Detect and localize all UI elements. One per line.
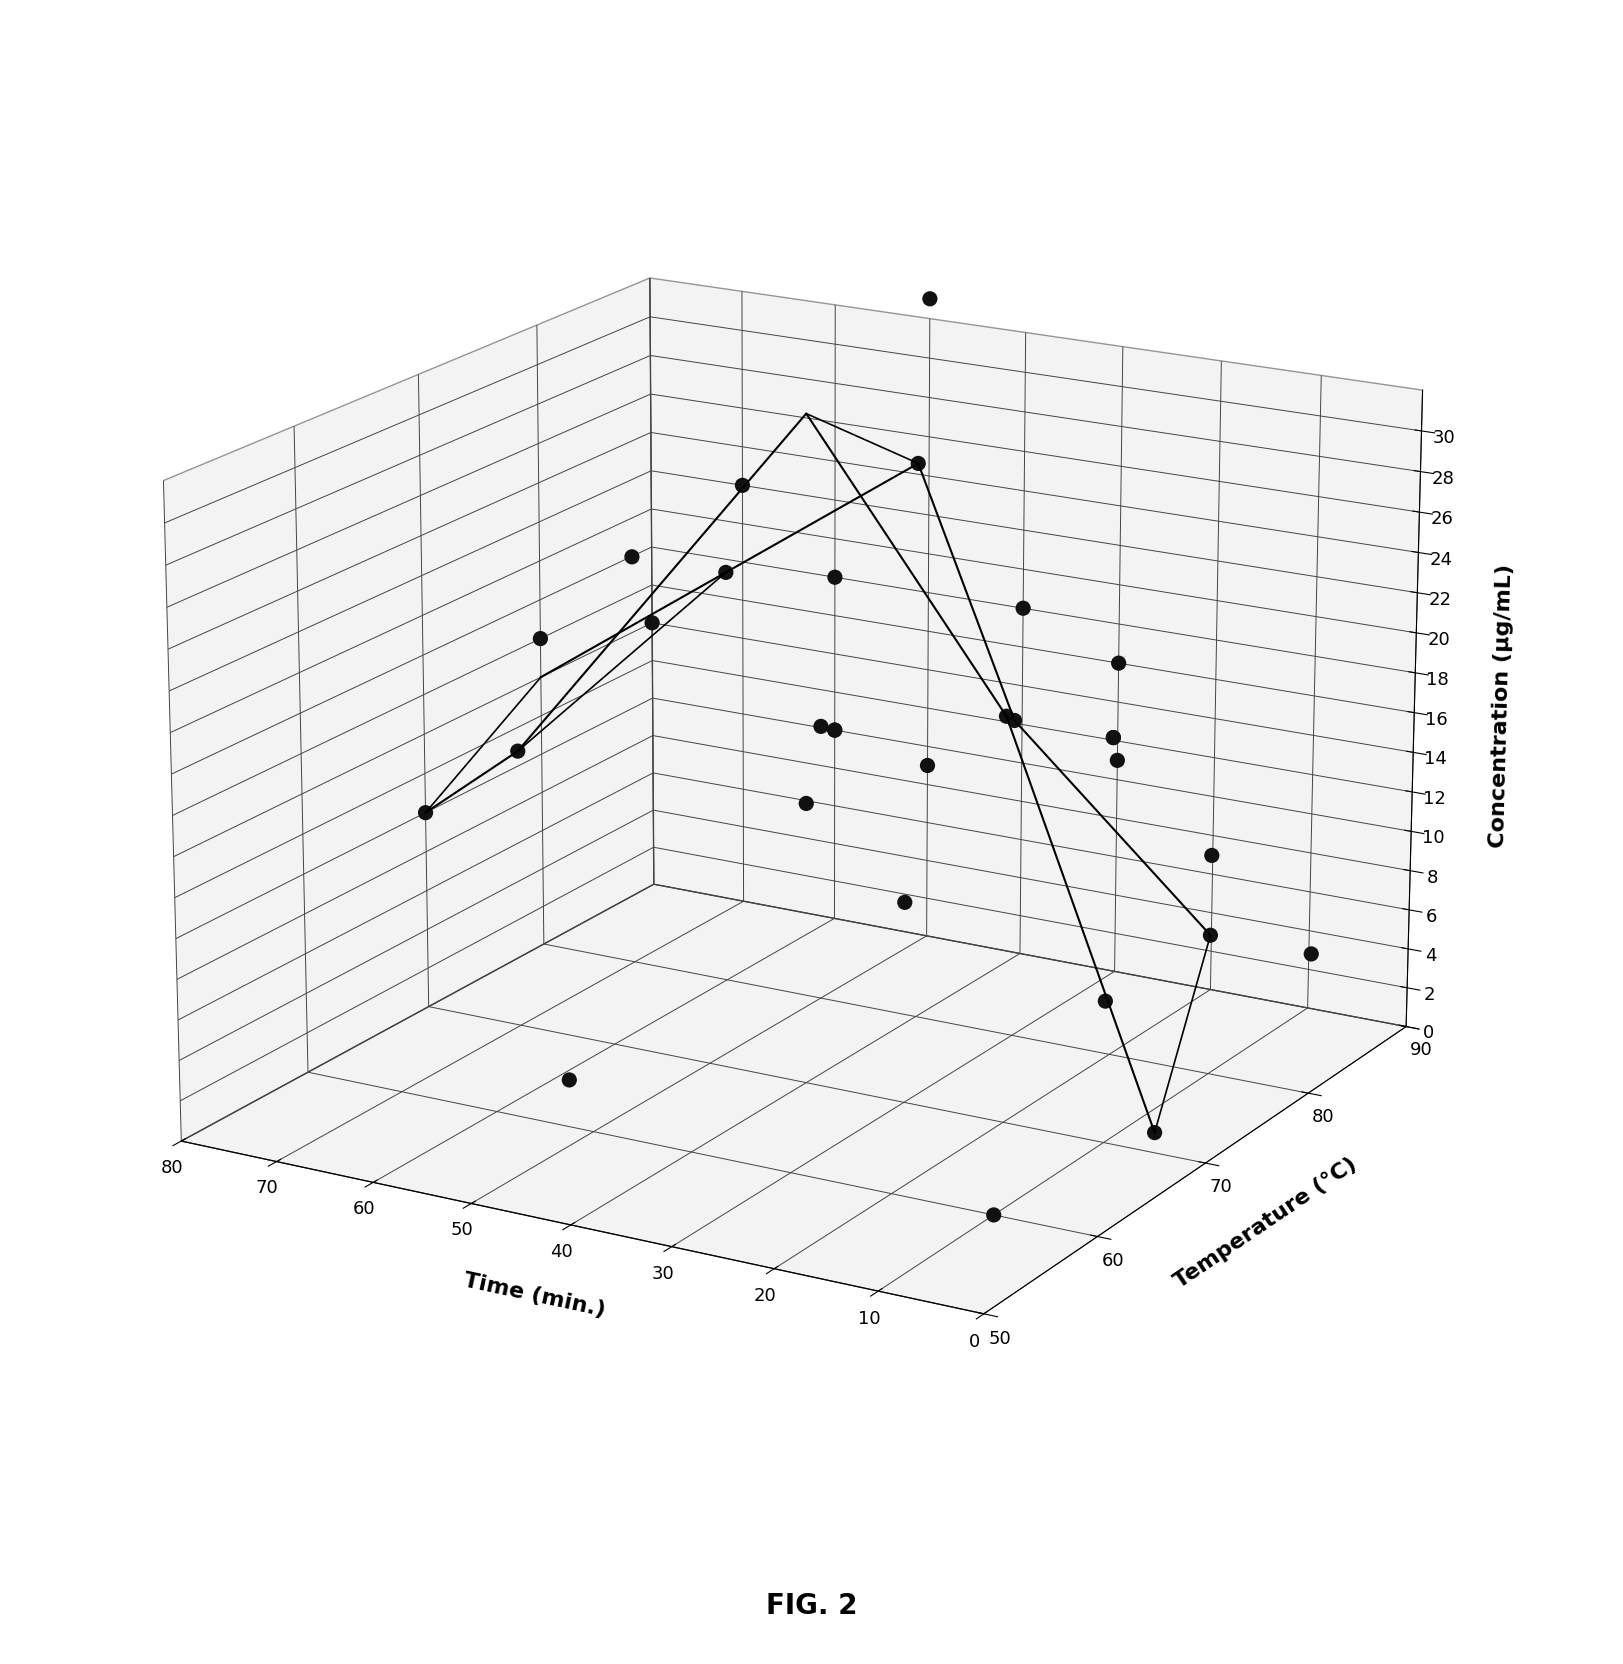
Y-axis label: Temperature (°C): Temperature (°C) [1170,1155,1360,1291]
X-axis label: Time (min.): Time (min.) [463,1271,607,1321]
Text: FIG. 2: FIG. 2 [766,1592,857,1621]
